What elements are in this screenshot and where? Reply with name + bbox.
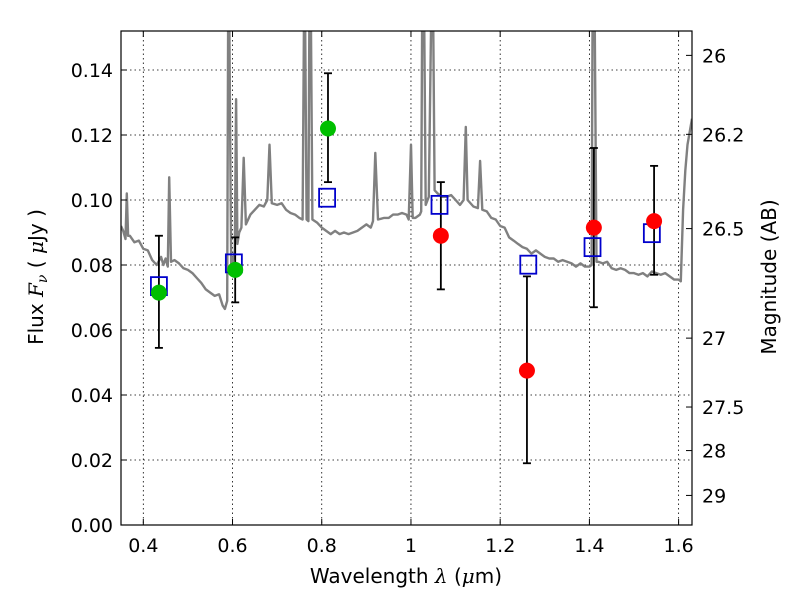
observed-point-green [150, 284, 167, 301]
y-tick-label: 0.02 [71, 450, 113, 472]
y-tick-label: 0.08 [71, 255, 113, 277]
y-tick-label: 0.00 [71, 515, 113, 537]
observed-point-red [432, 227, 449, 244]
plot-frame [120, 30, 693, 526]
right-tick-label: 28 [702, 441, 726, 463]
x-tick-label: 0.6 [217, 535, 247, 557]
model-spectrum-line [121, 31, 692, 311]
right-tick-label: 26.5 [702, 219, 744, 241]
x-axis-title: Wavelength λ (μm) [310, 564, 502, 588]
y-tick-label: 0.10 [71, 190, 113, 212]
model-photometry-box [583, 237, 602, 258]
right-tick-label: 26.2 [702, 124, 744, 146]
y-axis-title-left: Flux Fν ( μJy ) [24, 209, 51, 345]
model-photometry-box [318, 187, 336, 208]
axis-ticks: 0.4 0.6 0.8 1 1.2 1.4 1.6 0.00 0.02 0.04 0.06 0.08 0… [71, 31, 744, 557]
y-tick-label: 0.04 [71, 385, 113, 407]
y-tick-label: 0.14 [71, 60, 113, 82]
observed-point-red [585, 219, 602, 236]
observed-point-green [227, 261, 244, 278]
right-tick-label: 27.5 [702, 397, 744, 419]
model-photometry-box [519, 254, 538, 275]
right-tick-label: 26 [702, 45, 726, 67]
observed-point-red [646, 213, 663, 230]
right-tick-label: 29 [702, 485, 726, 507]
right-tick-label: 27 [702, 328, 726, 350]
grid-lines [121, 31, 692, 526]
x-tick-label: 1 [405, 535, 417, 557]
observed-point-red [518, 362, 535, 379]
y-axis-title-right: Magnitude (AB) [757, 199, 781, 354]
x-tick-label: 1.4 [574, 535, 604, 557]
y-tick-label: 0.12 [71, 125, 113, 147]
x-tick-label: 1.2 [485, 535, 515, 557]
observed-point-green [319, 120, 336, 137]
model-photometry-boxes [150, 187, 661, 297]
x-tick-label: 0.4 [128, 535, 158, 557]
observed-photometry-points [150, 120, 663, 379]
model-photometry-box [430, 194, 449, 215]
x-tick-label: 0.8 [307, 535, 337, 557]
x-tick-label: 1.6 [664, 535, 694, 557]
y-tick-label: 0.06 [71, 320, 113, 342]
